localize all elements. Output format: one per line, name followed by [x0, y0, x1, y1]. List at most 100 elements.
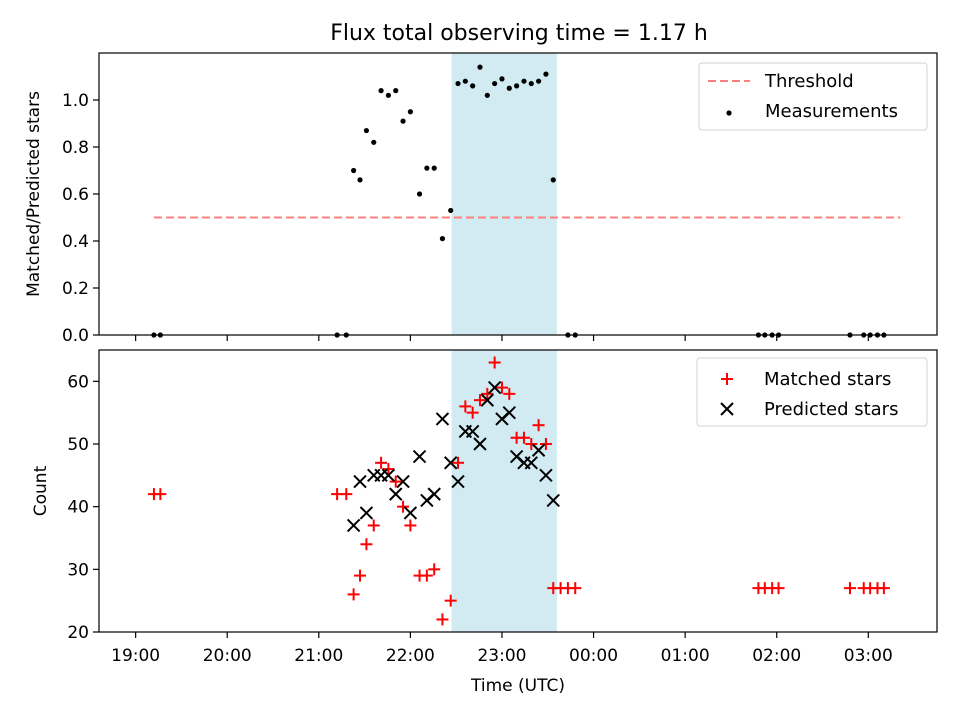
predicted-point	[443, 456, 458, 470]
measurement-point	[506, 85, 512, 91]
ratio-y-ticks: 0.0 0.2 0.4 0.6 0.8 1.0	[62, 91, 99, 346]
matched-point	[539, 438, 552, 450]
x-axis-label: Time (UTC)	[470, 676, 565, 696]
y-tick-label: 30	[67, 560, 89, 580]
legend-matched-swatch	[721, 373, 733, 385]
measurement-point	[407, 109, 413, 115]
matched-point	[772, 582, 785, 595]
measurement-point	[351, 167, 357, 174]
matched-point	[444, 594, 457, 607]
predicted-point	[359, 506, 374, 520]
predicted-point	[396, 474, 410, 489]
count-legend: Matched stars Predicted stars	[696, 357, 928, 427]
predicted-point	[465, 424, 480, 439]
measurement-point	[536, 78, 542, 84]
observing-window-shade	[451, 350, 557, 632]
predicted-point	[353, 474, 367, 489]
predicted-point	[524, 456, 538, 470]
measurement-point	[455, 80, 461, 87]
matched-point	[340, 488, 353, 501]
matched-point	[397, 500, 410, 513]
measurement-point	[448, 207, 454, 214]
predicted-point	[412, 449, 427, 464]
matched-point	[525, 438, 538, 450]
measurement-point	[431, 165, 437, 171]
y-tick-label: 1.0	[62, 91, 89, 111]
ratio-legend: Threshold Measurements	[698, 62, 928, 131]
matched-point	[532, 419, 545, 432]
measurement-point	[462, 78, 468, 84]
matched-point	[360, 538, 373, 551]
measurement-point	[424, 165, 430, 171]
observing-window-shade	[451, 53, 557, 335]
predicted-point	[389, 487, 403, 501]
measurement-point	[484, 92, 490, 98]
measurement-point	[363, 127, 370, 134]
count-plot-area	[147, 356, 890, 626]
ratio-y-axis-label: Matched/Predicted stars	[24, 91, 44, 297]
predicted-point	[480, 393, 495, 407]
legend-measurements-label: Measurements	[765, 101, 898, 122]
measurement-point	[499, 76, 505, 82]
measurement-point	[543, 71, 549, 77]
x-tick-label: 21:00	[294, 646, 343, 666]
x-tick-label: 01:00	[661, 646, 710, 666]
y-tick-label: 0.0	[62, 326, 89, 346]
matched-point	[375, 456, 388, 469]
predicted-point	[427, 487, 441, 501]
chart-title: Flux total observing time = 1.17 h	[330, 21, 708, 46]
x-tick-label: 23:00	[477, 646, 526, 666]
matched-point	[488, 356, 501, 369]
predicted-point	[403, 506, 418, 520]
x-tick-label: 20:00	[203, 646, 252, 666]
matched-point	[466, 406, 479, 419]
matched-point	[569, 582, 582, 595]
matched-point	[877, 582, 890, 595]
matched-point	[389, 475, 402, 488]
y-tick-label: 0.2	[62, 279, 89, 299]
matched-point	[517, 431, 530, 444]
ratio-x-ticks	[135, 335, 869, 341]
predicted-point	[381, 468, 396, 483]
legend-measurements-swatch	[726, 110, 732, 116]
count-y-ticks: 20 30 40 50 60	[67, 372, 99, 643]
x-tick-label: 22:00	[386, 646, 435, 666]
measurement-point	[492, 80, 498, 87]
measurement-point	[416, 191, 423, 197]
legend-matched-label: Matched stars	[764, 369, 891, 390]
measurement-point	[550, 177, 556, 183]
x-tick-label: 00:00	[569, 646, 618, 666]
predicted-point	[531, 443, 546, 457]
matched-point	[354, 569, 367, 582]
predicted-point	[487, 380, 502, 395]
predicted-point	[346, 518, 361, 533]
matched-point	[404, 519, 417, 532]
measurement-point	[393, 88, 399, 94]
matched-point	[154, 488, 167, 501]
measurement-point	[371, 139, 377, 145]
predicted-point	[539, 468, 553, 483]
count-x-ticks: 19:00 20:00 21:00 22:00 23:00 00:00 01:00 02:00…	[111, 632, 893, 666]
x-tick-label: 19:00	[111, 646, 160, 666]
legend-predicted-label: Predicted stars	[764, 399, 898, 420]
matched-point	[367, 519, 380, 532]
measurement-point	[439, 236, 446, 242]
y-tick-label: 20	[67, 623, 89, 643]
count-panel: 20 30 40 50 60 19:00 20:00 21:00 22:00 23:00 00:0…	[31, 349, 938, 696]
y-tick-label: 0.6	[62, 185, 89, 205]
measurement-point	[385, 92, 392, 98]
predicted-point	[473, 437, 487, 451]
matched-point	[481, 387, 494, 400]
predicted-point	[451, 474, 465, 489]
legend-predicted-swatch	[720, 402, 734, 416]
measurement-point	[521, 78, 527, 84]
matched-point	[347, 588, 360, 601]
measurement-point	[477, 64, 483, 70]
measurement-point	[470, 83, 476, 89]
y-tick-label: 0.8	[62, 138, 89, 158]
measurement-point	[400, 118, 406, 124]
measurement-point	[514, 83, 520, 89]
ratio-panel: 0.0 0.2 0.4 0.6 0.8 1.0 Matched/Predicted sta…	[24, 52, 938, 346]
matched-point	[459, 400, 472, 413]
